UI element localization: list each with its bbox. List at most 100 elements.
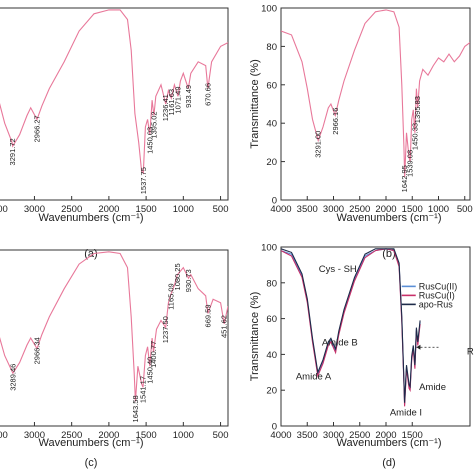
x-tick-label: 2000 [375, 430, 396, 441]
peak-label: 1539.08 [406, 150, 415, 177]
band-label: R [467, 346, 474, 357]
legend-label: RusCu(II) [419, 281, 458, 291]
x-tick-label: 3500 [297, 204, 318, 215]
panel-b: 4000 3500 3000 2500 2000 1500 1000 500 0 20 40 60 80… [249, 4, 473, 261]
peak-label: 1400.77 [149, 341, 158, 368]
band-label: Cys - SH [319, 264, 357, 275]
panel-d: 4000 3500 3000 2500 2000 1500 0 20 40 60 80 100 Tran… [249, 243, 474, 470]
x-tick-label: 3500 [297, 430, 318, 441]
peak-label: 1395.02 [149, 111, 158, 138]
panel-a: 3500 3000 2500 2000 1500 1000 500 Wavenumbers (… [0, 7, 229, 260]
peak-label: 451.62 [220, 315, 229, 338]
x-tick-label: 3000 [24, 430, 45, 441]
peak-label: 3291.72 [8, 138, 17, 165]
x-tick-label: 4000 [270, 430, 291, 441]
peak-label: 1080.25 [173, 263, 182, 290]
legend-label: apo-Rus [419, 299, 454, 309]
spectrum-line [0, 9, 228, 175]
x-tick-label: 2500 [61, 430, 82, 441]
panel-caption: (b) [382, 248, 395, 260]
x-axis-label: Wavenumbers (cm⁻¹) [38, 212, 143, 224]
x-tick-label: 3000 [24, 204, 45, 215]
peak-label: 2966.16 [331, 108, 340, 135]
x-tick-label: 2500 [349, 204, 370, 215]
y-axis-label: Transmittance (%) [249, 292, 261, 381]
y-tick-label: 60 [266, 314, 277, 325]
peak-label: 1450.40 [145, 357, 154, 384]
y-tick-label: 20 [266, 157, 277, 168]
panel-c: 3500 3000 2500 2000 1500 1000 500 Wavenumbers (… [0, 249, 229, 469]
peak-label: 1237.50 [161, 316, 170, 343]
x-axis-label: Wavenumbers (cm⁻¹) [336, 437, 441, 449]
spectrum-line [281, 9, 470, 178]
peak-label: 1161.63 [167, 89, 176, 116]
peak-label: 2966.27 [32, 115, 41, 142]
x-tick-label: 3500 [0, 430, 8, 441]
x-tick-label: 3000 [323, 204, 344, 215]
x-tick-label: 2500 [61, 204, 82, 215]
band-label: Amide [419, 382, 446, 393]
y-tick-label: 20 [266, 386, 277, 397]
x-tick-label: 1500 [402, 430, 423, 441]
panel-caption: (c) [85, 457, 98, 469]
arrow-head-icon [416, 344, 421, 350]
peak-label: 1450.33 [410, 123, 419, 150]
x-tick-label: 1000 [173, 430, 194, 441]
x-tick-label: 1000 [173, 204, 194, 215]
peak-label: 2966.34 [32, 337, 41, 364]
plot-frame [0, 249, 229, 427]
peak-label: 3289.46 [8, 364, 17, 391]
x-tick-label: 2500 [349, 430, 370, 441]
y-tick-label: 100 [261, 243, 277, 254]
x-tick-label: 2000 [98, 204, 119, 215]
plot-frame [0, 7, 229, 201]
x-tick-label: 500 [213, 430, 229, 441]
peak-label: 933.49 [184, 85, 193, 108]
x-tick-label: 2000 [375, 204, 396, 215]
y-tick-label: 0 [272, 196, 277, 207]
x-axis-label: Wavenumbers (cm⁻¹) [38, 437, 143, 449]
y-tick-label: 40 [266, 350, 277, 361]
peak-label: 670.66 [203, 83, 212, 106]
legend: RusCu(II)RusCu(I)apo-Rus [401, 281, 458, 309]
peak-label: 1642.95 [400, 165, 409, 192]
panel-caption: (a) [84, 248, 97, 260]
plot-frame [280, 7, 471, 201]
panel-caption: (d) [382, 457, 395, 469]
peak-label: 1643.58 [131, 395, 140, 422]
band-label: Amide A [296, 371, 332, 382]
y-tick-label: 100 [261, 4, 277, 15]
peak-label: 1541.17 [139, 376, 148, 403]
y-axis-label: Transmittance (%) [249, 59, 261, 148]
x-tick-label: 2000 [98, 430, 119, 441]
peak-label: 1395.83 [413, 96, 422, 123]
peak-label: 930.73 [184, 269, 193, 292]
x-axis-label: Wavenumbers (cm⁻¹) [336, 212, 441, 224]
band-label: Amide B [322, 337, 358, 348]
y-tick-label: 80 [266, 278, 277, 289]
x-tick-label: 500 [213, 204, 229, 215]
y-tick-label: 40 [266, 119, 277, 130]
peak-label: 1165.09 [167, 283, 176, 310]
y-tick-label: 80 [266, 42, 277, 53]
peak-label: 669.59 [203, 304, 212, 327]
band-label: Amide I [390, 407, 422, 418]
x-tick-label: 1500 [402, 204, 423, 215]
plot-frame [280, 246, 471, 427]
x-tick-label: 1500 [136, 430, 157, 441]
peak-label: 1236.41 [161, 94, 170, 121]
peak-label: 1537.75 [139, 167, 148, 194]
x-tick-label: 3500 [0, 204, 8, 215]
peak-label: 1450.03 [145, 127, 154, 154]
peak-label: 1071.49 [174, 86, 183, 113]
y-tick-label: 0 [272, 422, 277, 433]
legend-label: RusCu(I) [419, 290, 455, 300]
x-tick-label: 3000 [323, 430, 344, 441]
spectrum-line [281, 248, 421, 403]
x-tick-label: 1000 [428, 204, 449, 215]
peak-label: 3291.00 [314, 131, 323, 158]
spectrum-line [0, 251, 228, 402]
x-tick-label: 500 [457, 204, 473, 215]
y-tick-label: 60 [266, 80, 277, 91]
